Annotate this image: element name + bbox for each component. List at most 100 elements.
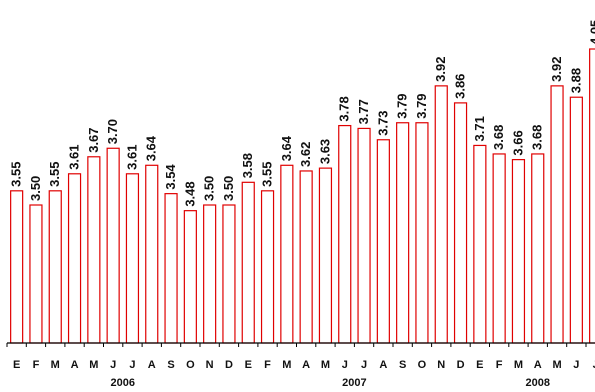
value-labels-layer: 3.55 3.50 3.55 3.61 3.67 3.70 3.61 3.64 3.54 3.48… bbox=[9, 20, 595, 207]
bar-23 bbox=[453, 102, 468, 344]
value-label-20: 3.79 bbox=[395, 93, 410, 118]
bar-21 bbox=[415, 122, 429, 344]
category-label-14: M bbox=[282, 359, 291, 371]
bar-8 bbox=[164, 193, 178, 344]
year-label-0: 2006 bbox=[111, 377, 135, 389]
category-label-11: D bbox=[225, 359, 233, 371]
category-label-30: J bbox=[593, 359, 595, 371]
bar-2 bbox=[48, 190, 62, 344]
value-label-3: 3.61 bbox=[67, 144, 82, 169]
bar-22 bbox=[434, 85, 448, 344]
bar-24 bbox=[473, 144, 487, 344]
bar-0 bbox=[10, 190, 24, 344]
bar-29 bbox=[569, 96, 583, 344]
value-label-24: 3.71 bbox=[472, 116, 487, 141]
value-label-21: 3.79 bbox=[414, 93, 429, 118]
value-label-15: 3.62 bbox=[298, 142, 313, 167]
category-label-10: N bbox=[206, 359, 214, 371]
value-label-19: 3.73 bbox=[375, 110, 390, 135]
bar-7 bbox=[145, 164, 159, 344]
category-label-9: O bbox=[186, 359, 195, 371]
category-label-16: M bbox=[321, 359, 330, 371]
category-label-18: J bbox=[361, 359, 367, 371]
bar-25 bbox=[492, 153, 506, 344]
bar-30 bbox=[589, 48, 595, 344]
category-label-7: A bbox=[148, 359, 156, 371]
category-label-12: E bbox=[245, 359, 252, 371]
category-label-23: D bbox=[457, 359, 465, 371]
category-label-24: E bbox=[476, 359, 483, 371]
value-label-14: 3.64 bbox=[279, 135, 294, 161]
bar-14 bbox=[280, 164, 294, 344]
bar-13 bbox=[260, 190, 275, 344]
value-label-16: 3.63 bbox=[317, 139, 332, 164]
category-label-5: J bbox=[110, 359, 116, 371]
year-label-1: 2007 bbox=[342, 377, 366, 389]
category-label-1: F bbox=[33, 359, 40, 371]
value-label-4: 3.67 bbox=[86, 127, 101, 152]
category-label-13: F bbox=[264, 359, 271, 371]
value-label-1: 3.50 bbox=[28, 176, 43, 201]
value-label-0: 3.55 bbox=[9, 162, 24, 187]
bars-layer bbox=[10, 48, 595, 344]
value-label-25: 3.68 bbox=[491, 125, 506, 150]
bar-1 bbox=[29, 204, 43, 344]
bar-26 bbox=[511, 159, 526, 344]
category-label-8: S bbox=[167, 359, 174, 371]
year-labels-layer: 2006 2007 2008 bbox=[111, 377, 550, 389]
category-label-29: J bbox=[573, 359, 579, 371]
value-label-9: 3.48 bbox=[182, 181, 197, 206]
category-label-6: J bbox=[129, 359, 135, 371]
category-label-28: M bbox=[552, 359, 561, 371]
bar-9 bbox=[183, 210, 197, 344]
bar-11 bbox=[222, 204, 236, 344]
value-label-7: 3.64 bbox=[144, 135, 159, 161]
year-label-2: 2008 bbox=[526, 377, 550, 389]
value-label-23: 3.86 bbox=[453, 74, 468, 99]
bar-18 bbox=[357, 127, 371, 344]
value-label-27: 3.68 bbox=[530, 125, 545, 150]
bar-16 bbox=[318, 167, 333, 344]
bar-15 bbox=[299, 170, 313, 344]
category-label-19: A bbox=[379, 359, 387, 371]
value-label-18: 3.77 bbox=[356, 99, 371, 124]
value-label-5: 3.70 bbox=[105, 119, 120, 144]
value-label-13: 3.55 bbox=[260, 162, 275, 187]
value-label-6: 3.61 bbox=[124, 144, 139, 169]
bar-5 bbox=[106, 147, 120, 344]
category-label-26: M bbox=[514, 359, 523, 371]
category-label-17: J bbox=[342, 359, 348, 371]
bar-6 bbox=[125, 173, 140, 344]
value-label-8: 3.54 bbox=[163, 164, 178, 190]
value-label-22: 3.92 bbox=[433, 57, 448, 82]
value-label-10: 3.50 bbox=[202, 176, 217, 201]
category-label-15: A bbox=[302, 359, 310, 371]
bar-20 bbox=[396, 122, 410, 344]
value-label-26: 3.66 bbox=[510, 130, 525, 155]
category-label-25: F bbox=[496, 359, 503, 371]
value-label-28: 3.92 bbox=[549, 57, 564, 82]
bar-27 bbox=[531, 153, 545, 344]
bar-28 bbox=[550, 85, 564, 344]
x-ticks-layer bbox=[6, 343, 587, 347]
category-label-21: O bbox=[418, 359, 427, 371]
value-label-29: 3.88 bbox=[568, 68, 583, 93]
category-label-22: N bbox=[437, 359, 445, 371]
category-label-4: M bbox=[89, 359, 98, 371]
category-label-0: E bbox=[13, 359, 20, 371]
bar-4 bbox=[87, 156, 101, 344]
category-label-20: S bbox=[399, 359, 406, 371]
bar-10 bbox=[203, 204, 217, 344]
value-label-12: 3.58 bbox=[240, 153, 255, 178]
bar-3 bbox=[67, 173, 82, 344]
value-label-30: 4.05 bbox=[588, 20, 595, 45]
category-label-3: A bbox=[71, 359, 79, 371]
bar-19 bbox=[376, 139, 390, 344]
category-labels-layer: EFMAMJJASONDEFMAMJJASONDEFMAMJJ bbox=[13, 359, 595, 371]
value-label-11: 3.50 bbox=[221, 176, 236, 201]
category-label-27: A bbox=[534, 359, 542, 371]
value-label-17: 3.78 bbox=[337, 96, 352, 121]
bar-12 bbox=[241, 181, 255, 344]
